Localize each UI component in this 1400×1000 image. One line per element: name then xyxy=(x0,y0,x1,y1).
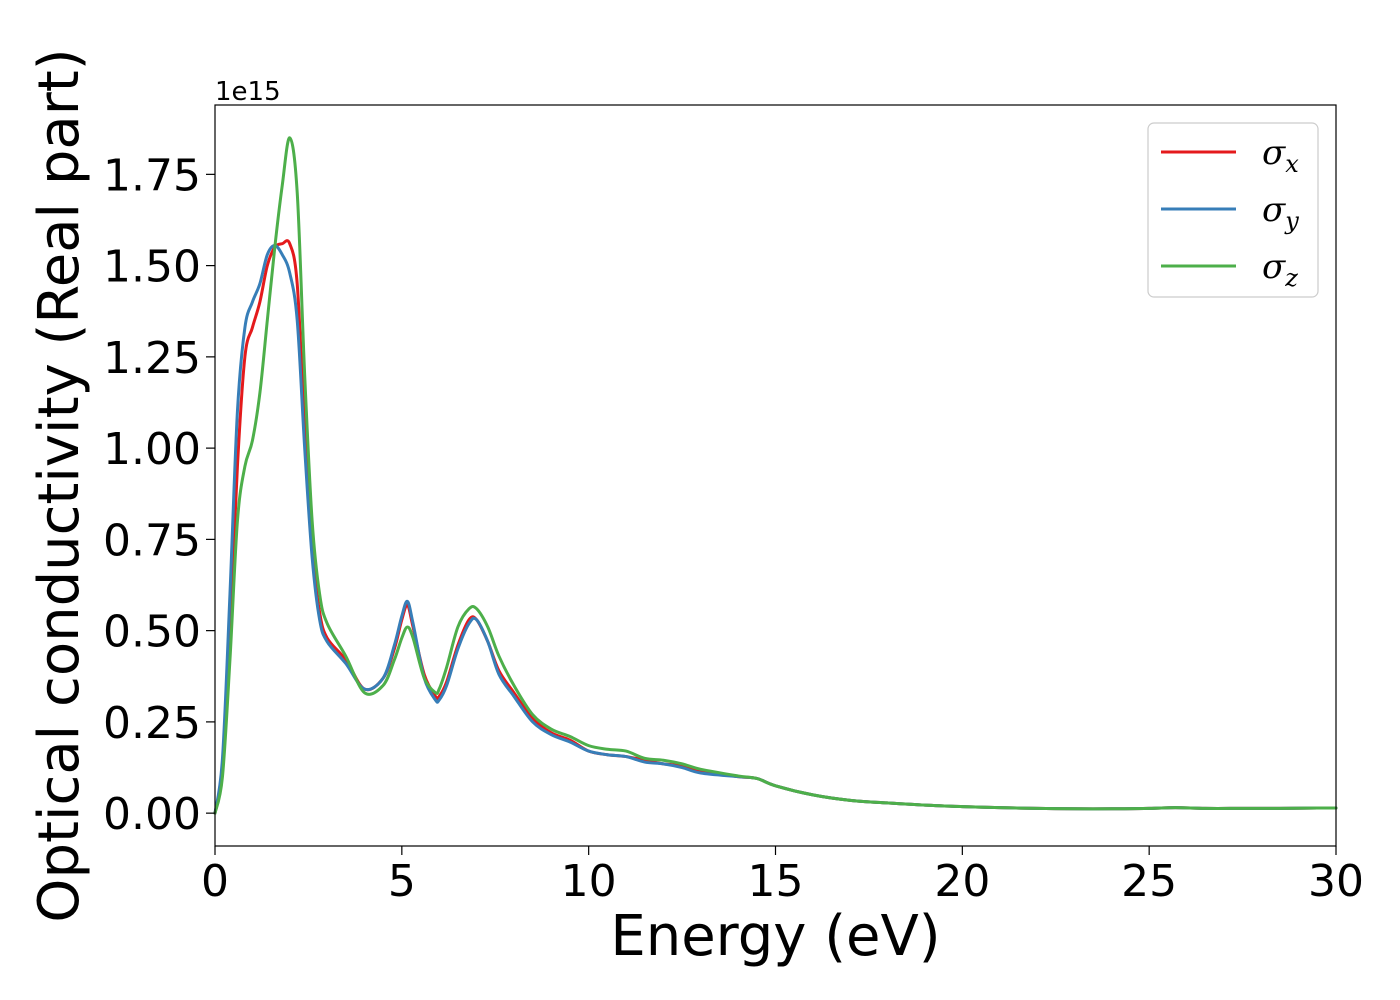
x-tick-label: 30 xyxy=(1308,856,1364,907)
series-layer xyxy=(213,136,1338,815)
y-tick-label: 1.50 xyxy=(103,242,201,293)
y-tick-label: 0.00 xyxy=(103,789,201,840)
y-tick-label: 0.75 xyxy=(103,515,201,566)
x-tick-label: 20 xyxy=(934,856,990,907)
y-tick-label: 1.25 xyxy=(103,333,201,384)
y-axis-label: Optical conductivity (Real part) xyxy=(27,48,92,922)
y-tick-label: 0.25 xyxy=(103,698,201,749)
y-tick-label: 1.75 xyxy=(103,150,201,201)
x-tick-label: 0 xyxy=(201,856,229,907)
x-axis-ticks: 0 5 10 15 20 25 30 xyxy=(201,846,1364,907)
y-axis-offset-label: 1e15 xyxy=(215,77,281,107)
y-tick-label: 0.50 xyxy=(103,607,201,658)
x-tick-label: 25 xyxy=(1121,856,1177,907)
x-tick-label: 10 xyxy=(561,856,617,907)
x-tick-label: 15 xyxy=(748,856,804,907)
y-axis-ticks: 0.00 0.25 0.50 0.75 1.00 1.25 1.50 1.75 xyxy=(103,150,215,840)
y-tick-label: 1.00 xyxy=(103,424,201,475)
series-line-z xyxy=(213,136,1338,815)
x-axis-label: Energy (eV) xyxy=(610,904,940,969)
x-tick-label: 5 xyxy=(388,856,416,907)
